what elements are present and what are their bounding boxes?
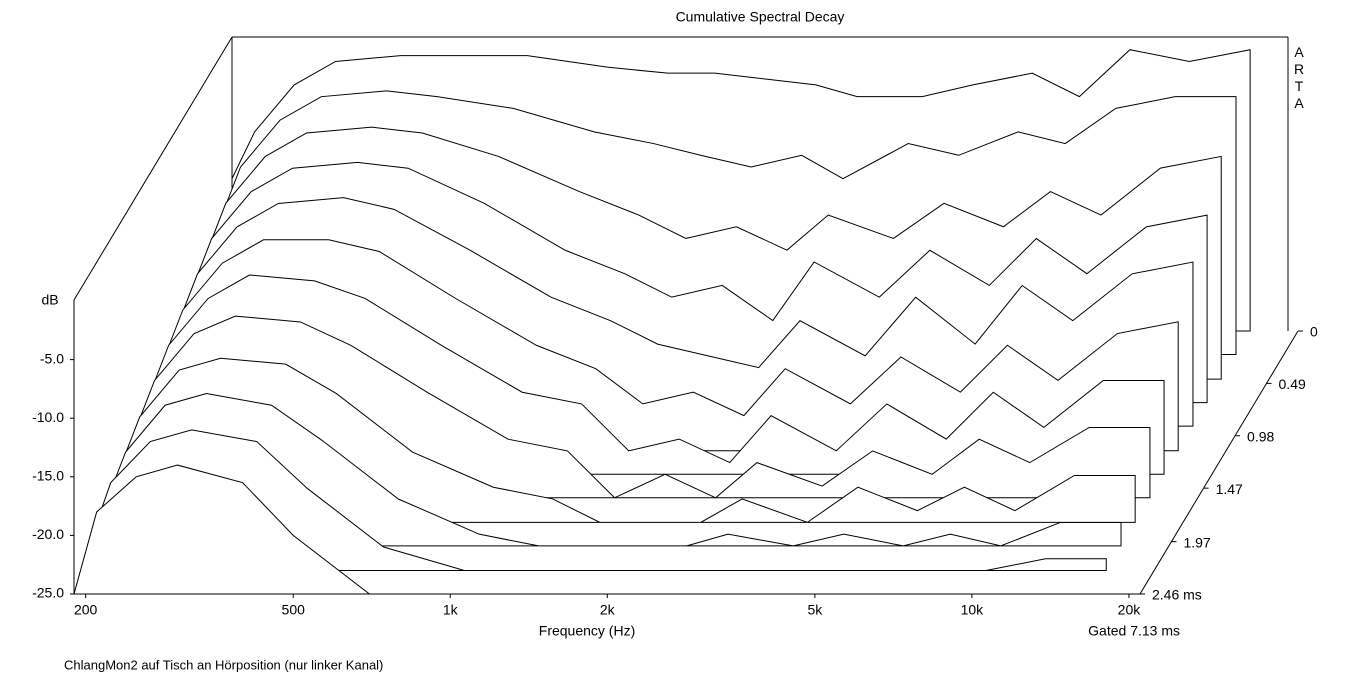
z-tick-label: 0.98: [1247, 428, 1274, 444]
x-tick-label: 2k: [600, 602, 616, 618]
footer: ChlangMon2 auf Tisch an Hörposition (nur…: [64, 657, 383, 672]
decay-slice: [73, 464, 1093, 595]
z-axis-line: [1139, 330, 1299, 595]
z-tick-label: 1.97: [1183, 534, 1210, 550]
y-tick-label: -20.0: [32, 526, 64, 542]
y-tick-label: -25.0: [32, 585, 64, 601]
frame: [73, 36, 1289, 594]
z-tick-label: 0.49: [1279, 376, 1306, 392]
y-tick-label: -15.0: [32, 468, 64, 484]
x-axis-label: Frequency (Hz): [539, 623, 635, 639]
x-tick-label: 20k: [1118, 602, 1142, 618]
decay-slice: [102, 393, 1122, 547]
z-tick-label: 2.46 ms: [1152, 587, 1202, 603]
subtitle: Gated 7.13 ms: [1088, 623, 1180, 639]
x-tick-label: 5k: [807, 602, 823, 618]
x-tick-label: 200: [74, 602, 98, 618]
decay-slice: [87, 429, 1107, 571]
z-tick-label: 0: [1310, 324, 1318, 340]
watermark: ARTA: [1291, 44, 1307, 112]
x-tick-label: 10k: [961, 602, 985, 618]
y-tick-label: -5.0: [40, 350, 64, 366]
chart-title: Cumulative Spectral Decay: [676, 9, 845, 25]
y-tick-label: -10.0: [32, 409, 64, 425]
x-tick-label: 1k: [443, 602, 459, 618]
z-tick-label: 1.47: [1216, 481, 1243, 497]
x-tick-label: 500: [282, 602, 306, 618]
y-axis-label: dB: [41, 292, 58, 308]
